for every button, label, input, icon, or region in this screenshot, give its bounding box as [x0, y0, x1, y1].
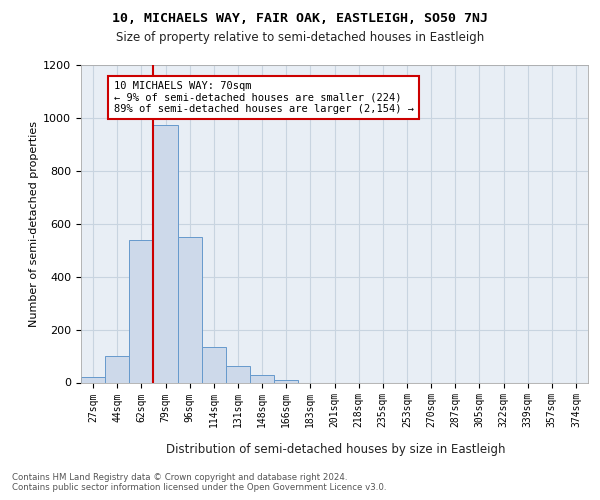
- Bar: [81, 377, 105, 382]
- Y-axis label: Number of semi-detached properties: Number of semi-detached properties: [29, 120, 39, 327]
- Text: Distribution of semi-detached houses by size in Eastleigh: Distribution of semi-detached houses by …: [166, 442, 506, 456]
- Bar: [250, 374, 274, 382]
- Bar: [129, 240, 154, 382]
- Bar: [105, 356, 129, 382]
- Text: Contains HM Land Registry data © Crown copyright and database right 2024.: Contains HM Land Registry data © Crown c…: [12, 472, 347, 482]
- Bar: [226, 366, 250, 382]
- Bar: [154, 124, 178, 382]
- Bar: [178, 237, 202, 382]
- Text: 10 MICHAELS WAY: 70sqm
← 9% of semi-detached houses are smaller (224)
89% of sem: 10 MICHAELS WAY: 70sqm ← 9% of semi-deta…: [113, 81, 413, 114]
- Bar: [274, 380, 298, 382]
- Text: 10, MICHAELS WAY, FAIR OAK, EASTLEIGH, SO50 7NJ: 10, MICHAELS WAY, FAIR OAK, EASTLEIGH, S…: [112, 12, 488, 26]
- Text: Size of property relative to semi-detached houses in Eastleigh: Size of property relative to semi-detach…: [116, 31, 484, 44]
- Bar: [202, 347, 226, 382]
- Text: Contains public sector information licensed under the Open Government Licence v3: Contains public sector information licen…: [12, 484, 386, 492]
